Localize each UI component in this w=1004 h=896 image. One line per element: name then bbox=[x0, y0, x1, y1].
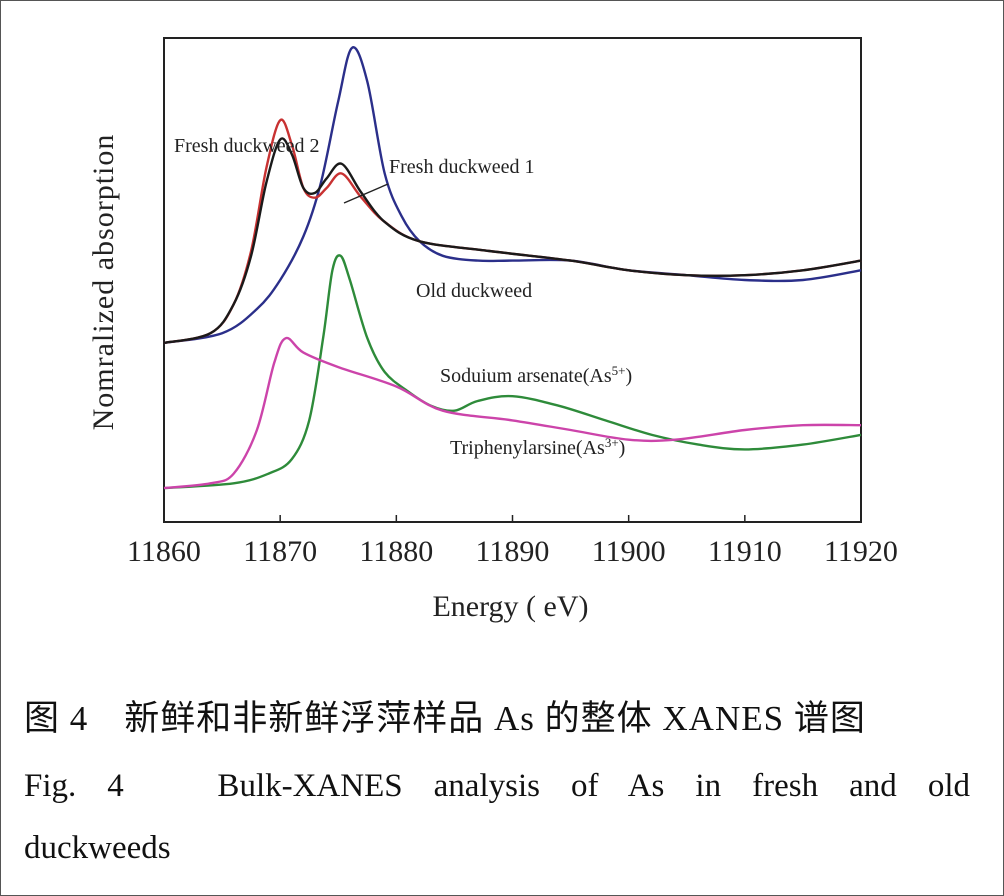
series-label-text: ) bbox=[619, 437, 626, 459]
series-label-text: Fresh duckweed 2 bbox=[174, 135, 320, 157]
figure-caption-chinese: 图 4 新鲜和非新鲜浮萍样品 As 的整体 XANES 谱图 bbox=[24, 699, 866, 738]
series-line-sodium-arsenate bbox=[163, 254, 862, 490]
series-label-fresh-duckweed-2: Fresh duckweed 2 bbox=[174, 135, 320, 157]
xanes-chart: 11860 11870 11880 11890 11900 11910 11920 Energ… bbox=[87, 37, 898, 623]
series-line-fresh-duckweed-1 bbox=[163, 137, 862, 345]
figure-caption-english: Fig. 4 Bulk-XANES analysis of As in fres… bbox=[24, 768, 970, 866]
series-label-sodium-arsenate: Soduium arsenate(As5+) bbox=[440, 363, 632, 388]
x-tick-label: 11860 bbox=[127, 535, 201, 568]
x-tick-label: 11890 bbox=[476, 535, 550, 568]
series-label-text: Old duckweed bbox=[416, 280, 532, 302]
series-line-triphenylarsine bbox=[163, 336, 862, 490]
series-label-text: ) bbox=[625, 365, 632, 387]
x-tick-label: 11920 bbox=[824, 535, 898, 568]
y-axis-label: Nomralized absorption bbox=[87, 134, 120, 431]
oxidation-state-superscript: 3+ bbox=[605, 435, 619, 450]
series-label-fresh-duckweed-1: Fresh duckweed 1 bbox=[389, 156, 535, 178]
x-tick-label: 11900 bbox=[592, 535, 666, 568]
series-label-text: Triphenylarsine(As bbox=[450, 437, 605, 459]
series-label-old-duckweed: Old duckweed bbox=[416, 280, 532, 302]
series-label-text: Fresh duckweed 1 bbox=[389, 156, 535, 178]
oxidation-state-superscript: 5+ bbox=[612, 363, 626, 378]
x-tick-label: 11910 bbox=[708, 535, 782, 568]
series-label-text: Soduium arsenate(As bbox=[440, 365, 612, 387]
x-tick-label: 11870 bbox=[243, 535, 317, 568]
series-label-triphenylarsine: Triphenylarsine(As3+) bbox=[450, 435, 625, 460]
x-tick-label: 11880 bbox=[359, 535, 433, 568]
label-leader-line bbox=[343, 183, 389, 204]
x-axis-label: Energy ( eV) bbox=[432, 590, 588, 623]
